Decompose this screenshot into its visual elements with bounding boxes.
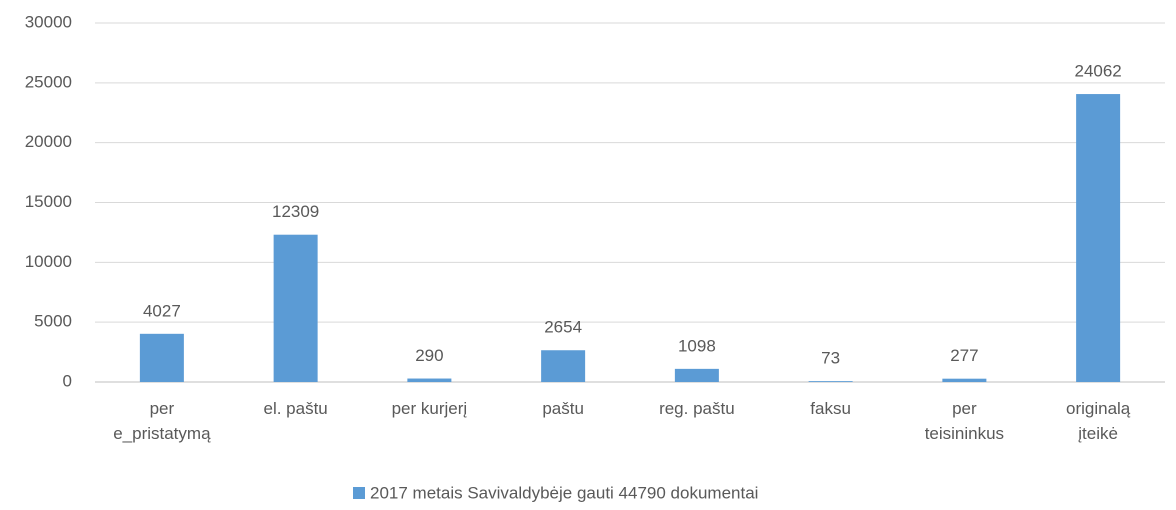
bar <box>1076 94 1121 382</box>
bar <box>541 350 586 382</box>
data-label: 1098 <box>678 336 716 355</box>
x-tick-label: reg. paštu <box>659 399 735 418</box>
x-tick-label: paštu <box>542 399 584 418</box>
x-tick-label: per kurjerį <box>392 399 468 418</box>
y-tick-label: 10000 <box>25 252 72 271</box>
x-tick-label: el. paštu <box>263 399 327 418</box>
x-tick-label: per teisininkus <box>925 399 1004 443</box>
bar <box>407 378 452 382</box>
bar <box>273 234 318 382</box>
data-label: 24062 <box>1074 62 1121 81</box>
y-tick-label: 0 <box>63 371 72 390</box>
data-label: 4027 <box>143 301 181 320</box>
bar <box>139 333 184 382</box>
y-tick-label: 20000 <box>25 132 72 151</box>
legend-swatch <box>353 487 365 499</box>
data-label: 290 <box>415 346 443 365</box>
y-tick-label: 30000 <box>25 12 72 31</box>
x-tick-label: per e_pristatymą <box>113 399 211 443</box>
y-tick-label: 15000 <box>25 192 72 211</box>
y-tick-label: 25000 <box>25 72 72 91</box>
y-tick-label: 5000 <box>34 312 72 331</box>
data-label: 73 <box>821 349 840 368</box>
x-tick-label: originalą įteikė <box>1066 399 1131 443</box>
data-label: 12309 <box>272 202 319 221</box>
data-label: 277 <box>950 346 978 365</box>
legend-label: 2017 metais Savivaldybėje gauti 44790 do… <box>370 483 758 502</box>
data-label: 2654 <box>544 318 582 337</box>
x-tick-label: faksu <box>810 399 851 418</box>
bar <box>674 368 719 382</box>
bar <box>808 381 853 382</box>
bar <box>942 378 987 382</box>
